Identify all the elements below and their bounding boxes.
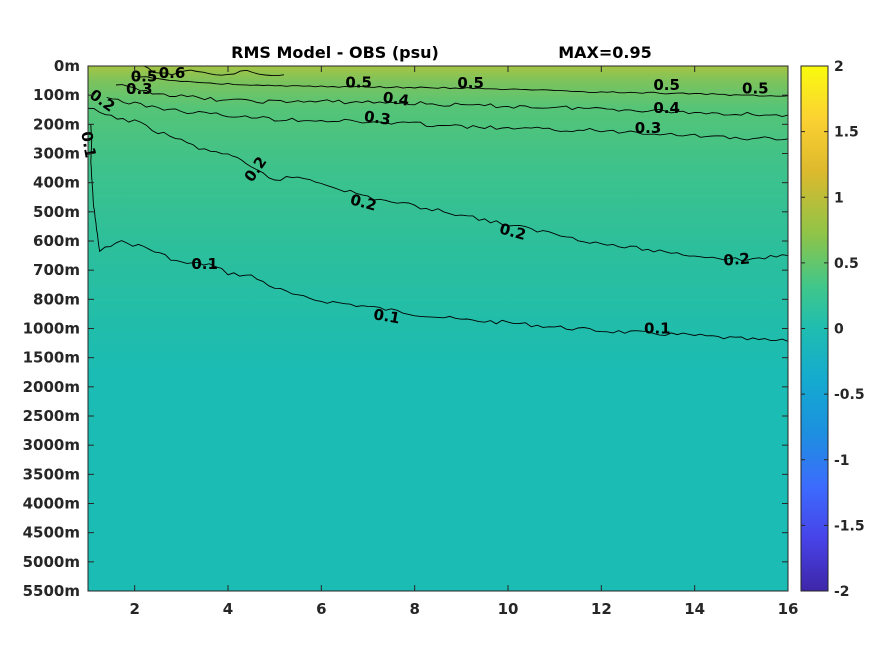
- contour-label: 0.5: [653, 76, 680, 94]
- contour-line-0-6: [143, 66, 285, 77]
- y-tick-label: 800m: [33, 290, 80, 308]
- y-tick-label: 5500m: [23, 582, 80, 600]
- colorbar: 2 1.5 1 0.5 0 -0.5 -1 -1.5 -2: [800, 59, 865, 600]
- x-tick-label: 2: [129, 600, 139, 618]
- heatmap-field: [88, 66, 788, 591]
- contour-label: 0.1: [191, 255, 218, 273]
- x-tick-label: 14: [684, 600, 705, 618]
- y-tick-label: 500m: [33, 203, 80, 221]
- contour-line-0-4: [115, 84, 788, 117]
- x-axis: 2 4 6 8 10 12 14 16: [129, 66, 798, 618]
- y-tick-label: 1000m: [23, 320, 80, 338]
- y-tick-label: 3500m: [23, 465, 80, 483]
- title-group: RMS Model - OBS (psu) MAX=0.95: [231, 43, 652, 62]
- y-tick-label: 1500m: [23, 349, 80, 367]
- contour-line-0-5: [134, 75, 788, 97]
- colorbar-tick-label: -0.5: [834, 387, 865, 403]
- max-annotation: MAX=0.95: [558, 43, 652, 62]
- x-tick-label: 6: [316, 600, 326, 618]
- contour-layer: [88, 66, 788, 342]
- colorbar-gradient: [801, 66, 828, 591]
- x-tick-label: 4: [223, 600, 233, 618]
- colorbar-tick-label: 1: [834, 190, 844, 206]
- contour-label: 0.3: [126, 80, 153, 98]
- contour-label: 0.1: [372, 305, 401, 327]
- y-tick-label: 200m: [33, 115, 80, 133]
- colorbar-ticks: 2 1.5 1 0.5 0 -0.5 -1 -1.5 -2: [801, 59, 865, 600]
- colorbar-tick-label: -2: [834, 584, 850, 600]
- contour-label: 0.3: [363, 107, 392, 129]
- contour-label: 0.5: [457, 74, 484, 92]
- y-tick-label: 100m: [33, 86, 80, 104]
- y-tick-label: 300m: [33, 145, 80, 163]
- contour-label: 0.5: [131, 68, 158, 86]
- colorbar-tick-label: 0: [834, 322, 844, 338]
- y-tick-label: 5000m: [23, 553, 80, 571]
- y-tick-label: 2000m: [23, 378, 80, 396]
- contour-label: 0.4: [653, 99, 680, 117]
- chart-title: RMS Model - OBS (psu): [231, 43, 439, 62]
- x-tick-label: 8: [409, 600, 419, 618]
- contour-label: 0.5: [345, 73, 372, 91]
- y-tick-label: 3000m: [23, 436, 80, 454]
- y-tick-label: 700m: [33, 261, 80, 279]
- contour-label: 0.3: [635, 119, 662, 137]
- y-tick-label: 4000m: [23, 495, 80, 513]
- y-tick-label: 400m: [33, 174, 80, 192]
- y-tick-label: 4500m: [23, 524, 80, 542]
- contour-label: 0.2: [723, 249, 751, 269]
- x-tick-label: 16: [778, 600, 799, 618]
- colorbar-tick-label: 0.5: [834, 256, 859, 272]
- contour-label: 0.6: [159, 64, 186, 82]
- contour-line-0-1: [90, 124, 788, 342]
- x-tick-label: 12: [591, 600, 612, 618]
- contour-label: 0.4: [382, 88, 411, 110]
- colorbar-tick-label: -1: [834, 453, 850, 469]
- y-axis: 0m 100m 200m 300m 400m 500m 600m 700m 800m 1000m 1…: [23, 57, 788, 600]
- contour-line-0-3: [106, 97, 788, 141]
- contour-line-0-2: [88, 107, 788, 261]
- y-tick-label: 0m: [54, 57, 80, 75]
- x-tick-label: 10: [498, 600, 519, 618]
- colorbar-tick-label: 2: [834, 59, 844, 75]
- colorbar-tick-label: -1.5: [834, 518, 865, 534]
- contour-label: 0.1: [644, 320, 671, 338]
- y-tick-label: 600m: [33, 232, 80, 250]
- contour-label-layer: 0.10.10.10.10.20.20.20.20.20.30.3 0.30.4 0…: [77, 64, 768, 338]
- plot-area: 0.10.10.10.10.20.20.20.20.20.30.3 0.30.4 0…: [77, 64, 789, 592]
- y-tick-label: 2500m: [23, 407, 80, 425]
- contour-label: 0.5: [742, 79, 769, 97]
- colorbar-tick-label: 1.5: [834, 125, 859, 141]
